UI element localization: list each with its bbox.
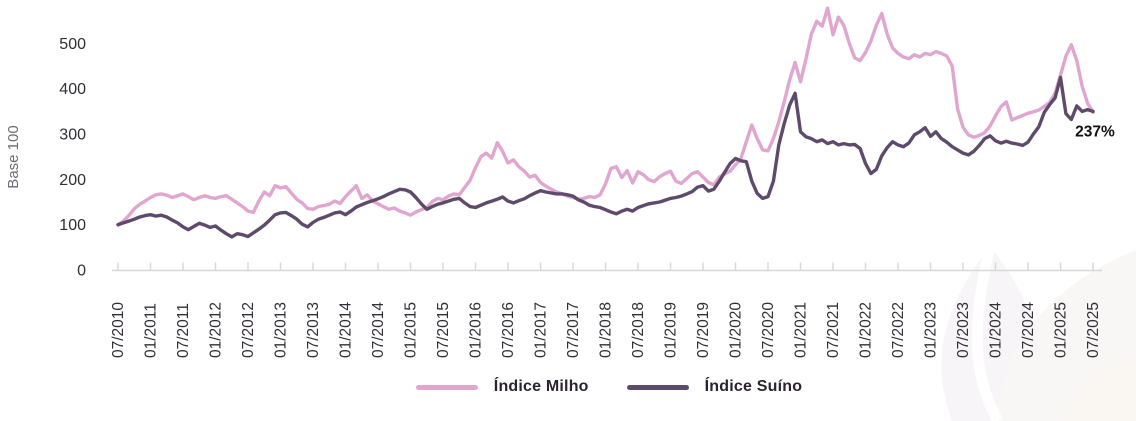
x-tick-label: 01/2019 <box>663 302 680 358</box>
y-tick-label: 400 <box>59 81 86 98</box>
series-lines <box>116 6 1095 239</box>
x-tick-label: 07/2020 <box>760 302 777 358</box>
x-tick-label: 07/2019 <box>695 302 712 358</box>
x-tick-label: 01/2016 <box>468 302 485 358</box>
legend-label-milho: Índice Milho <box>493 378 589 395</box>
y-axis-title: Base 100 <box>5 125 22 188</box>
y-tick-label: 300 <box>59 127 86 144</box>
milho-line <box>116 6 1095 227</box>
x-tick-label: 07/2011 <box>175 303 192 358</box>
x-tick-label: 07/2025 <box>1085 302 1102 358</box>
x-tick-label: 01/2020 <box>728 302 745 358</box>
y-tick-label: 500 <box>59 36 86 53</box>
milho-line-swatch <box>415 384 478 390</box>
leaf-watermark <box>941 244 1136 421</box>
x-tick-label: 07/2014 <box>370 302 387 358</box>
legend-item-suino: Índice Suíno <box>626 378 803 396</box>
x-tick-label: 07/2021 <box>825 302 842 358</box>
y-tick-label: 200 <box>59 172 86 189</box>
x-tick-label: 01/2011 <box>143 303 160 358</box>
x-tick-label: 01/2022 <box>858 302 875 358</box>
x-tick-label: 07/2024 <box>1020 302 1037 358</box>
x-tick-label: 01/2013 <box>273 302 290 358</box>
x-axis: 07/2010 01/2011 07/2011 01/2012 07/2012 01/20… <box>110 262 1102 358</box>
y-tick-label: 100 <box>59 217 86 234</box>
legend: Índice Milho Índice Suíno <box>118 372 1100 402</box>
suino-line-swatch <box>626 384 689 390</box>
x-tick-label: 07/2013 <box>305 302 322 358</box>
x-tick-label: 07/2018 <box>630 302 647 358</box>
x-tick-label: 07/2010 <box>110 302 127 358</box>
x-tick-label: 01/2024 <box>988 302 1005 358</box>
y-tick-label: 0 <box>77 263 86 280</box>
x-tick-label: 07/2016 <box>500 302 517 358</box>
x-tick-label: 01/2017 <box>533 302 550 358</box>
x-tick-label: 01/2025 <box>1053 302 1070 358</box>
x-tick-label: 01/2023 <box>923 302 940 358</box>
suino-line <box>116 75 1095 239</box>
x-tick-label: 07/2015 <box>435 302 452 358</box>
x-tick-label: 01/2021 <box>793 302 810 358</box>
annotation-final-value: 237% <box>1075 123 1115 140</box>
x-tick-label: 01/2012 <box>208 302 225 358</box>
legend-label-suino: Índice Suíno <box>704 378 803 395</box>
legend-item-milho: Índice Milho <box>415 378 589 396</box>
y-axis-ticks: 0 100 200 300 400 500 <box>59 36 86 280</box>
x-tick-label: 07/2022 <box>890 302 907 358</box>
x-tick-label: 07/2017 <box>565 302 582 358</box>
x-tick-label: 01/2014 <box>338 302 355 358</box>
x-tick-label: 01/2018 <box>598 302 615 358</box>
x-tick-label: 01/2015 <box>403 302 420 358</box>
x-tick-label: 07/2012 <box>240 302 257 358</box>
x-tick-label: 07/2023 <box>955 302 972 358</box>
